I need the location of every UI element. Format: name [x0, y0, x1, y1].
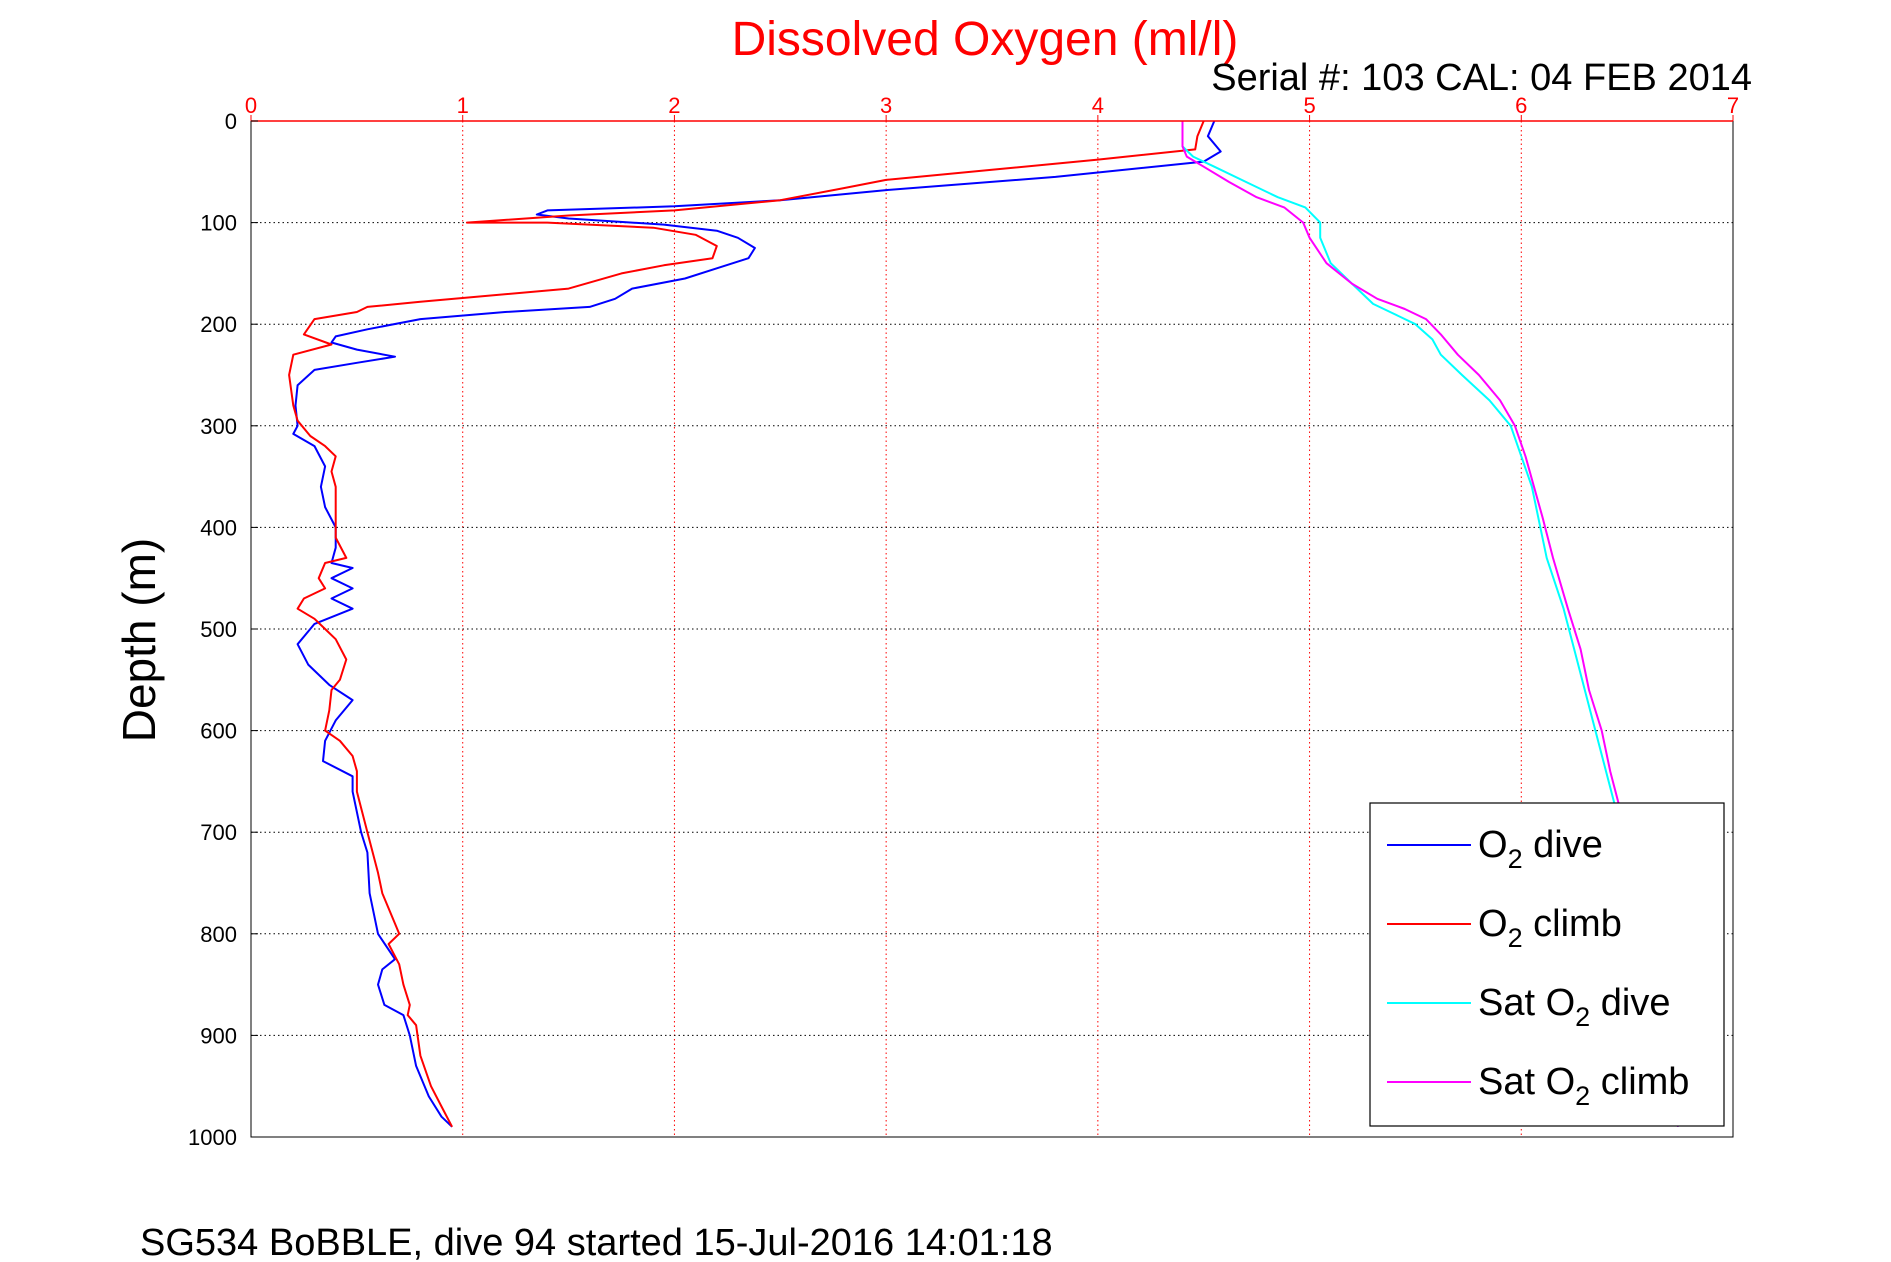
- x-ticks: 0 1 2 3 4 5 6 7: [245, 93, 1739, 121]
- series-line-o2_dive: [292, 120, 1222, 1128]
- x-tick-label: 6: [1515, 93, 1527, 118]
- x-tick-label: 4: [1092, 93, 1104, 118]
- legend-box: [1369, 802, 1725, 1127]
- y-tick-label: 100: [200, 211, 237, 236]
- chart-subtitle: Serial #: 103 CAL: 04 FEB 2014: [1211, 57, 1752, 99]
- series-line-o2_climb: [288, 120, 1205, 1128]
- y-tick-label: 400: [200, 515, 237, 540]
- y-tick-label: 700: [200, 820, 237, 845]
- chart-footer: SG534 BoBBLE, dive 94 started 15-Jul-201…: [140, 1222, 1053, 1262]
- y-ticks: 0 100 200 300 400 500 600 700 800 900 1000: [188, 109, 258, 1150]
- y-tick-label: 200: [200, 312, 237, 337]
- y-tick-label: 500: [200, 617, 237, 642]
- legend-label-sat_dive: Sat O2 dive: [1478, 982, 1670, 1032]
- x-tick-label: 1: [457, 93, 469, 118]
- x-tick-label: 7: [1727, 93, 1739, 118]
- y-tick-label: 900: [200, 1023, 237, 1048]
- y-tick-label: 800: [200, 922, 237, 947]
- legend: O2 dive O2 climb Sat O2 dive Sat O2 climb: [1369, 802, 1725, 1127]
- y-tick-label: 300: [200, 414, 237, 439]
- x-tick-label: 5: [1303, 93, 1315, 118]
- legend-label-o2_climb: O2 climb: [1478, 903, 1622, 953]
- x-tick-label: 3: [880, 93, 892, 118]
- chart-title: Dissolved Oxygen (ml/l): [732, 13, 1239, 66]
- y-tick-label: 0: [225, 109, 237, 134]
- legend-label-sat_climb: Sat O2 climb: [1478, 1061, 1689, 1111]
- y-axis-label: Depth (m): [113, 538, 165, 742]
- x-tick-label: 2: [668, 93, 680, 118]
- y-tick-label: 1000: [188, 1125, 237, 1150]
- y-tick-label: 600: [200, 719, 237, 744]
- x-tick-label: 0: [245, 93, 257, 118]
- legend-label-o2_dive: O2 dive: [1478, 824, 1603, 874]
